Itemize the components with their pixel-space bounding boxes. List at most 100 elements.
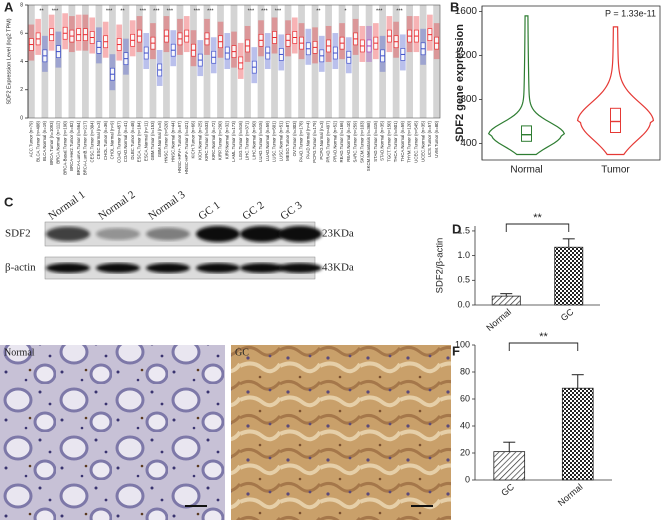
x-tick-label: CHOL.Normal (n=9) (110, 120, 115, 159)
blot-band (96, 263, 140, 273)
column-shade (136, 5, 143, 118)
x-tick-label: LAML.Tumor (n=173) (231, 120, 236, 161)
x-tick-label: HNSC.Tumor (n=520) (164, 120, 169, 162)
y-tick-label: 0.0 (457, 299, 470, 309)
bar (561, 387, 594, 481)
column-shade (365, 5, 373, 118)
lane-label: Normal 2 (96, 189, 137, 223)
blot-band (146, 227, 190, 241)
column-shade (244, 5, 251, 118)
y-tick-label: 1.5 (457, 225, 470, 235)
x-tick-label: STAD.Tumor (n=415) (373, 120, 378, 161)
y-tick-label: 60 (460, 393, 470, 403)
violin (576, 26, 655, 156)
lane-label: Normal 1 (46, 189, 87, 223)
x-tick-label: LIHC.Tumor (n=371) (245, 120, 250, 160)
column-shade (55, 5, 62, 118)
x-tick-label: BRCA.Tumor (n=1093) (49, 120, 54, 164)
significance: *** (376, 8, 383, 14)
x-tick-label: KIRP.Tumor (n=290) (218, 120, 223, 160)
significance: *** (248, 8, 255, 14)
box (610, 107, 621, 134)
column-shade (109, 5, 116, 118)
x-tick-label: THYM.Tumor (n=120) (407, 120, 412, 162)
x-tick-label: GBM.Normal (n=5) (157, 120, 162, 157)
x-tick-label: HNSC-HPV-.Tumor (n=421) (184, 120, 189, 174)
x-tick-label: KIRP.Normal (n=32) (224, 120, 229, 159)
y-tick-label: 6 (20, 31, 23, 37)
significance: *** (106, 8, 113, 14)
x-tick-label: Normal (510, 165, 542, 176)
x-tick-label: BRCA-LumB.Tumor (n=217) (83, 120, 88, 175)
y-tick-label: 0 (20, 115, 23, 121)
x-tick-label: PCPG.Tumor (n=179) (312, 120, 317, 162)
bar (491, 295, 521, 306)
y-tick-label: 8 (20, 2, 23, 8)
x-tick-label: UCEC.Normal (n=35) (420, 120, 425, 162)
x-tick-label: SKCM.Tumor (n=103) (359, 120, 364, 163)
significance: ** (533, 212, 542, 224)
row-label: SDF2 (5, 228, 31, 240)
column-shade (311, 5, 319, 118)
significance: * (344, 8, 347, 14)
x-tick-label: LUAD.Normal (n=59) (265, 120, 270, 161)
significance: *** (261, 8, 268, 14)
x-tick-label: READ.Normal (n=10) (346, 120, 351, 161)
x-tick-label: DLBC.Tumor (n=48) (130, 120, 135, 159)
lane-label: GC 2 (240, 199, 266, 222)
column-shade (230, 5, 238, 118)
lane-label: Normal 3 (146, 188, 188, 222)
panel-letter: C (4, 194, 14, 209)
column-shade (406, 5, 413, 118)
column-shade (176, 5, 184, 118)
lane-label: GC 3 (278, 199, 305, 223)
y-tick-label: 40 (460, 420, 470, 430)
x-tick-label: KIRC.Tumor (n=533) (204, 120, 209, 160)
x-tick-label: KICH.Normal (n=25) (197, 120, 202, 160)
x-tick-label: BLCA.Normal (n=19) (42, 120, 47, 161)
blot-band (278, 263, 322, 273)
significance: *** (140, 8, 147, 14)
x-tick-label: PRAD.Normal (n=52) (332, 120, 337, 161)
y-tick-label: 1200 (455, 50, 478, 61)
x-tick-label: PCPG.Normal (n=3) (319, 120, 324, 159)
x-tick-label: Normal (484, 307, 513, 333)
y-tick-label: 2 (20, 87, 23, 93)
x-tick-label: PAAD.Tumor (n=178) (299, 120, 304, 162)
column-shade (392, 5, 400, 118)
column-shade (257, 5, 265, 118)
x-tick-label: MESO.Tumor (n=87) (285, 120, 290, 160)
blot-band (240, 263, 284, 273)
x-tick-label: OV.Tumor (n=303) (292, 120, 297, 156)
column-shade (190, 5, 197, 118)
significance: *** (207, 8, 214, 14)
blot-band (96, 227, 140, 241)
micrograph (231, 345, 451, 520)
y-tick-label: 100 (455, 339, 470, 349)
x-tick-label: HNSC-HPV+.Tumor (n=97) (177, 120, 182, 173)
x-tick-label: CESC.Normal (n=3) (96, 120, 101, 159)
significance: ** (120, 8, 125, 14)
x-tick-label: LIHC.Normal (n=50) (251, 120, 256, 159)
x-tick-label: LUAD.Tumor (n=515) (258, 120, 263, 162)
significance-bracket (508, 342, 579, 351)
x-tick-label: UCEC.Tumor (n=545) (414, 120, 419, 162)
y-tick-label: 1.0 (457, 250, 470, 260)
significance-bracket (505, 223, 570, 232)
micrograph (0, 345, 225, 520)
x-tick-label: LUSC.Normal (n=51) (278, 120, 283, 161)
x-tick-label: ESCA.Normal (n=11) (143, 120, 148, 161)
blot-band (196, 263, 240, 273)
y-axis-label: SDF2 Expression Level (log2 TPM) (6, 18, 12, 104)
significance: *** (52, 8, 59, 14)
x-tick-label: ESCA.Tumor (n=184) (137, 120, 142, 162)
column-shade (82, 5, 89, 118)
y-tick-label: 1600 (455, 6, 478, 17)
x-tick-label: BRCA.Normal (n=112) (56, 120, 61, 163)
y-axis-label: SDF2 gene expression (454, 24, 466, 142)
significance: *** (194, 8, 201, 14)
column-shade (325, 5, 332, 118)
x-tick-label: PAAD.Normal (n=4) (305, 120, 310, 158)
x-tick-label: UCS.Tumor (n=57) (427, 120, 432, 157)
blot-band (146, 263, 190, 273)
